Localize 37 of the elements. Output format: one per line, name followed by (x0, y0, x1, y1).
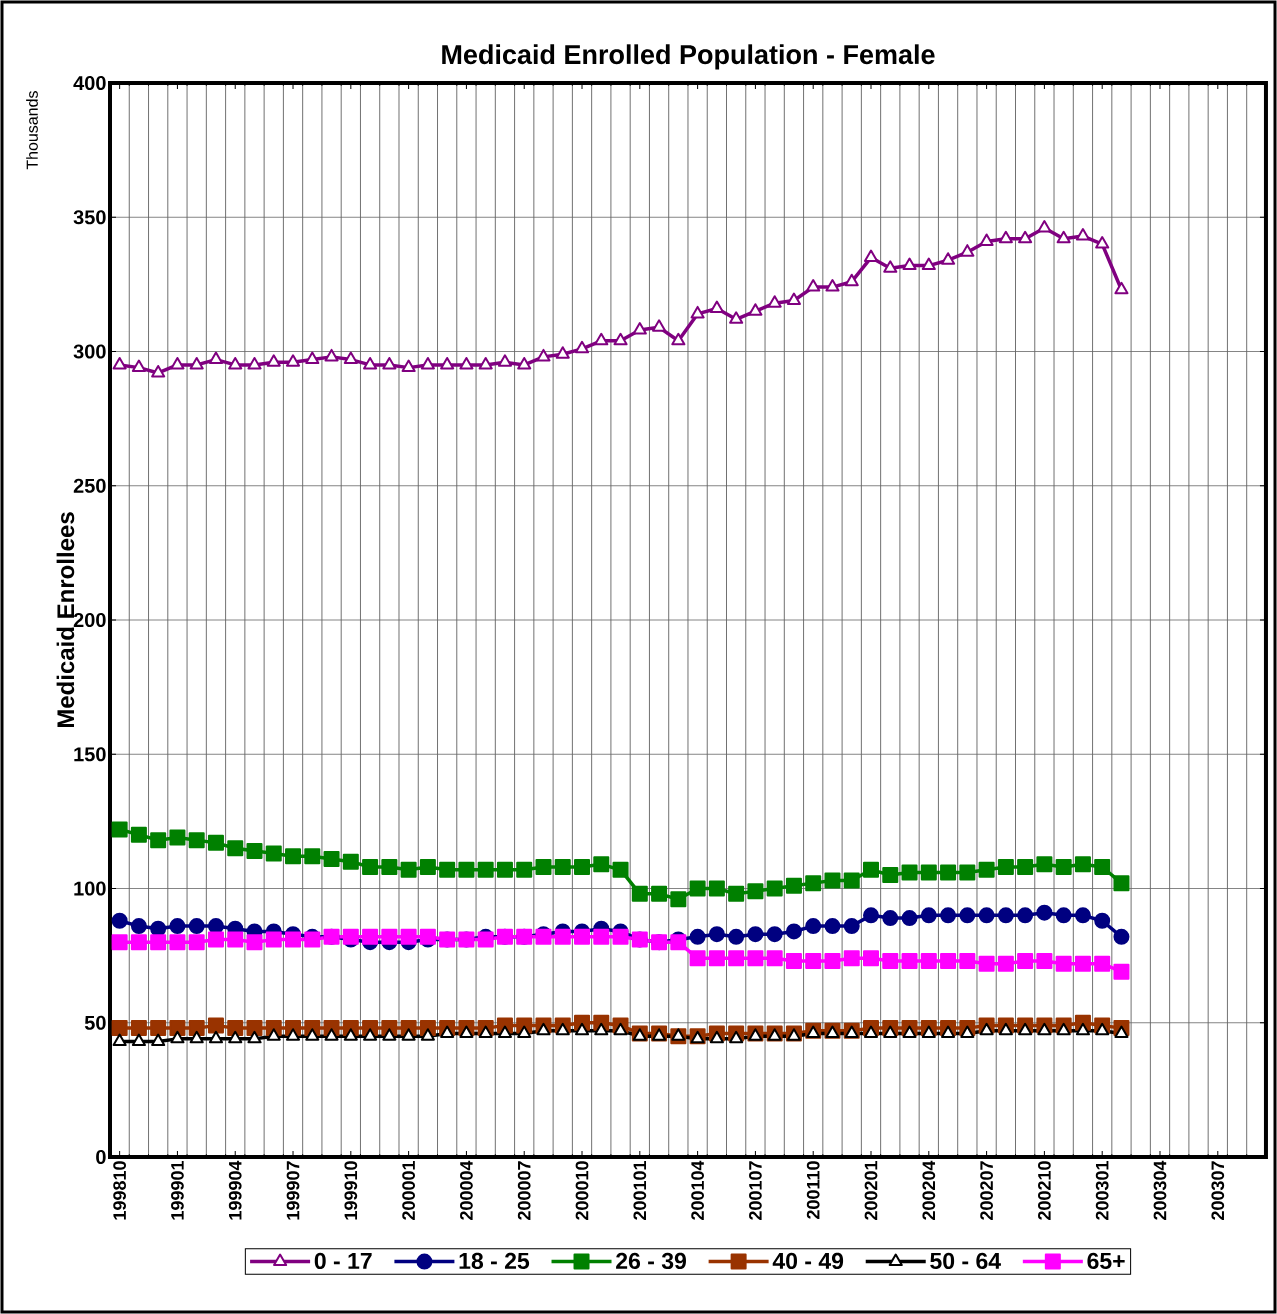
y-tick-label: 200 (73, 612, 106, 628)
x-tick-label: 200201 (864, 1161, 878, 1220)
x-tick-label: 200007 (517, 1161, 531, 1220)
y-tick-label: 150 (74, 747, 106, 762)
x-tick-label: 200207 (980, 1161, 993, 1220)
chart-title: Medicaid Enrolled Population - Female (442, 44, 935, 70)
legend-label: 40 - 49 (772, 1252, 844, 1270)
y-tick-label: 0 (96, 1149, 106, 1165)
x-tick-label: 200001 (402, 1161, 415, 1220)
legend-label: 50 - 64 (930, 1252, 1001, 1270)
x-tick-label: 200204 (922, 1160, 936, 1220)
x-tick-label: 200301 (1095, 1161, 1109, 1220)
x-tick-label: 200110 (806, 1161, 820, 1219)
x-tick-label: 200004 (460, 1160, 473, 1220)
x-tick-label: 200210 (1038, 1161, 1051, 1220)
text: Thousands (26, 91, 38, 170)
legend-label: 26 - 39 (616, 1252, 686, 1270)
x-tick-label: 200104 (691, 1160, 704, 1220)
x-tick-label: 199907 (286, 1161, 300, 1220)
x-tick-label: 199904 (228, 1160, 242, 1220)
y-tick-label: 350 (73, 210, 106, 225)
x-tick-label: 200304 (1153, 1160, 1167, 1220)
legend-label: 18 - 25 (459, 1252, 530, 1270)
x-tick-label: 200010 (575, 1161, 589, 1220)
x-tick-label: 199901 (171, 1161, 184, 1220)
x-tick-label: 199910 (344, 1161, 358, 1220)
y-tick-label: 50 (84, 1015, 106, 1030)
y-tick-label: 400 (73, 75, 106, 91)
x-tick-label: 200101 (633, 1161, 647, 1220)
y-tick-label: 300 (73, 344, 106, 359)
x-tick-label: 200307 (1211, 1161, 1225, 1220)
y-tick-label: 100 (74, 881, 106, 896)
legend-label: 65+ (1087, 1252, 1125, 1270)
y-tick-label: 250 (73, 478, 106, 493)
x-tick-label: 200107 (749, 1161, 762, 1220)
legend-label: 0 - 17 (314, 1252, 372, 1270)
x-tick-label: 199810 (113, 1161, 126, 1220)
